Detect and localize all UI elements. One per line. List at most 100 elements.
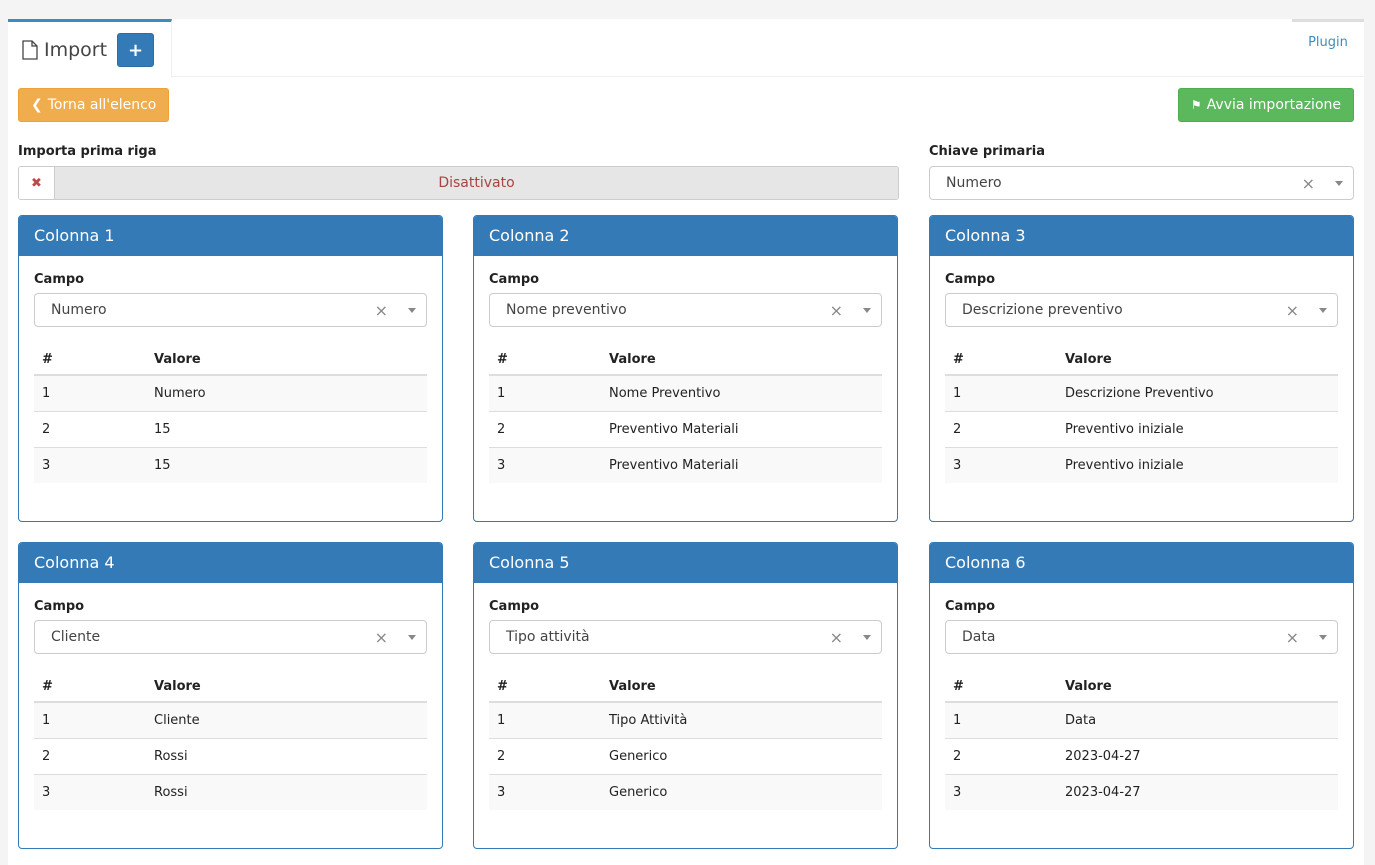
table-row: 1 Nome Preventivo <box>489 374 882 411</box>
panel-title: Colonna 5 <box>474 543 897 583</box>
table-row: 2 Preventivo Materiali <box>489 410 882 447</box>
header-value: Valore <box>601 345 882 376</box>
first-row-toggle[interactable]: ✖ Disattivato <box>18 166 899 200</box>
caret-down-icon <box>1319 635 1327 640</box>
tab-import[interactable]: Import + <box>8 19 172 78</box>
clear-icon[interactable]: × <box>1285 300 1299 320</box>
column-panel: Colonna 1 Campo Numero × # Valore 1 Numero… <box>18 215 443 522</box>
select-value: Cliente <box>51 629 101 645</box>
row-value: Generico <box>601 737 882 774</box>
row-value: Preventivo iniziale <box>1057 410 1338 447</box>
close-icon: ✖ <box>19 167 55 199</box>
primary-key-label: Chiave primaria <box>929 144 1045 159</box>
table-row: 3 Preventivo iniziale <box>945 446 1338 483</box>
caret-down-icon <box>408 635 416 640</box>
field-label: Campo <box>489 272 540 287</box>
table-row: 3 15 <box>34 446 427 483</box>
field-label: Campo <box>945 272 996 287</box>
table-row: 2 Preventivo iniziale <box>945 410 1338 447</box>
table-row: 3 Rossi <box>34 773 427 810</box>
select-value: Data <box>962 629 996 645</box>
field-select[interactable]: Tipo attività × <box>489 620 882 654</box>
table-row: 2 2023-04-27 <box>945 737 1338 774</box>
column-panel: Colonna 5 Campo Tipo attività × # Valore … <box>473 542 898 849</box>
row-num: 1 <box>945 374 1057 411</box>
clear-icon[interactable]: × <box>1285 627 1299 647</box>
row-value: Preventivo Materiali <box>601 410 882 447</box>
select-value: Numero <box>51 302 107 318</box>
add-button[interactable]: + <box>117 33 155 67</box>
row-num: 1 <box>34 701 146 738</box>
tab-plugin[interactable]: Plugin <box>1292 19 1364 77</box>
header-value: Valore <box>1057 345 1338 376</box>
column-panel: Colonna 2 Campo Nome preventivo × # Valor… <box>473 215 898 522</box>
row-value: Cliente <box>146 701 427 738</box>
clear-icon[interactable]: × <box>829 300 843 320</box>
row-value: Nome Preventivo <box>601 374 882 411</box>
panel-title: Colonna 4 <box>19 543 442 583</box>
panel-title: Colonna 6 <box>930 543 1353 583</box>
start-label: Avvia importazione <box>1206 97 1341 113</box>
caret-down-icon <box>863 635 871 640</box>
table-row: 2 15 <box>34 410 427 447</box>
flag-icon: ⚑ <box>1190 98 1202 112</box>
row-num: 3 <box>489 446 601 483</box>
row-num: 3 <box>945 446 1057 483</box>
preview-table: # Valore 1 Tipo Attività 2 Generico 3 Generico <box>489 672 882 810</box>
table-row: 3 Preventivo Materiali <box>489 446 882 483</box>
preview-table: # Valore 1 Descrizione Preventivo 2 Preventi… <box>945 345 1338 483</box>
field-select[interactable]: Cliente × <box>34 620 427 654</box>
primary-key-select[interactable]: Numero × <box>929 166 1354 200</box>
row-value: Generico <box>601 773 882 810</box>
field-select[interactable]: Nome preventivo × <box>489 293 882 327</box>
row-num: 2 <box>489 410 601 447</box>
table-row: 2 Rossi <box>34 737 427 774</box>
row-num: 1 <box>489 374 601 411</box>
field-select[interactable]: Descrizione preventivo × <box>945 293 1338 327</box>
preview-table: # Valore 1 Data 2 2023-04-27 3 2023-04-27 <box>945 672 1338 810</box>
header-num: # <box>945 672 1057 703</box>
header-value: Valore <box>1057 672 1338 703</box>
row-value: Rossi <box>146 737 427 774</box>
row-num: 2 <box>34 410 146 447</box>
caret-down-icon <box>408 308 416 313</box>
header-num: # <box>945 345 1057 376</box>
field-select[interactable]: Data × <box>945 620 1338 654</box>
select-value: Nome preventivo <box>506 302 627 318</box>
row-num: 3 <box>34 773 146 810</box>
row-value: Numero <box>146 374 427 411</box>
clear-icon[interactable]: × <box>1301 173 1315 193</box>
file-icon <box>22 40 38 60</box>
table-row: 3 2023-04-27 <box>945 773 1338 810</box>
row-value: 2023-04-27 <box>1057 773 1338 810</box>
row-value: Data <box>1057 701 1338 738</box>
row-value: 2023-04-27 <box>1057 737 1338 774</box>
row-num: 2 <box>34 737 146 774</box>
header-num: # <box>34 345 146 376</box>
table-row: 1 Descrizione Preventivo <box>945 374 1338 411</box>
panel-title: Colonna 1 <box>19 216 442 256</box>
start-import-button[interactable]: ⚑ Avvia importazione <box>1177 88 1354 122</box>
preview-table: # Valore 1 Nome Preventivo 2 Preventivo Mate… <box>489 345 882 483</box>
clear-icon[interactable]: × <box>829 627 843 647</box>
clear-icon[interactable]: × <box>374 627 388 647</box>
caret-down-icon <box>863 308 871 313</box>
column-panel: Colonna 3 Campo Descrizione preventivo ×… <box>929 215 1354 522</box>
field-select[interactable]: Numero × <box>34 293 427 327</box>
table-row: 1 Data <box>945 701 1338 738</box>
chevron-left-icon: ❮ <box>31 97 43 113</box>
row-value: Preventivo Materiali <box>601 446 882 483</box>
row-num: 3 <box>945 773 1057 810</box>
preview-table: # Valore 1 Cliente 2 Rossi 3 Rossi <box>34 672 427 810</box>
clear-icon[interactable]: × <box>374 300 388 320</box>
row-num: 1 <box>945 701 1057 738</box>
header-num: # <box>34 672 146 703</box>
select-value: Numero <box>946 175 1002 191</box>
field-label: Campo <box>34 272 85 287</box>
select-value: Tipo attività <box>506 629 590 645</box>
row-value: Rossi <box>146 773 427 810</box>
caret-down-icon <box>1335 181 1343 186</box>
toggle-value: Disattivato <box>55 167 898 199</box>
row-value: 15 <box>146 410 427 447</box>
back-button[interactable]: ❮ Torna all'elenco <box>18 88 170 122</box>
